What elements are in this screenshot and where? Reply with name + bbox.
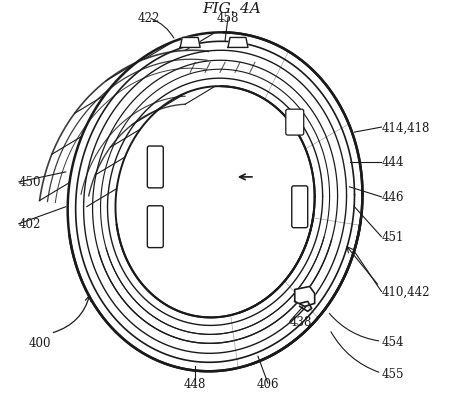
Text: 448: 448 <box>184 377 206 390</box>
Text: 410,442: 410,442 <box>381 285 430 298</box>
Text: FIG. 4A: FIG. 4A <box>203 2 261 16</box>
Text: 438: 438 <box>290 315 312 328</box>
FancyBboxPatch shape <box>286 110 304 136</box>
Text: 400: 400 <box>29 336 51 349</box>
Text: 454: 454 <box>381 335 404 348</box>
Text: 446: 446 <box>381 191 404 204</box>
Text: 455: 455 <box>381 367 404 380</box>
FancyBboxPatch shape <box>292 186 308 228</box>
FancyBboxPatch shape <box>147 206 163 248</box>
Text: 444: 444 <box>381 156 404 169</box>
FancyBboxPatch shape <box>147 147 163 188</box>
Text: 450: 450 <box>19 176 41 189</box>
Text: 422: 422 <box>137 12 159 25</box>
Text: 458: 458 <box>217 12 239 25</box>
Polygon shape <box>180 38 200 48</box>
Text: 451: 451 <box>381 231 404 243</box>
Text: 406: 406 <box>257 377 279 390</box>
Text: 402: 402 <box>19 218 41 231</box>
Text: 414,418: 414,418 <box>381 121 430 134</box>
Polygon shape <box>228 38 248 48</box>
Polygon shape <box>295 287 315 307</box>
